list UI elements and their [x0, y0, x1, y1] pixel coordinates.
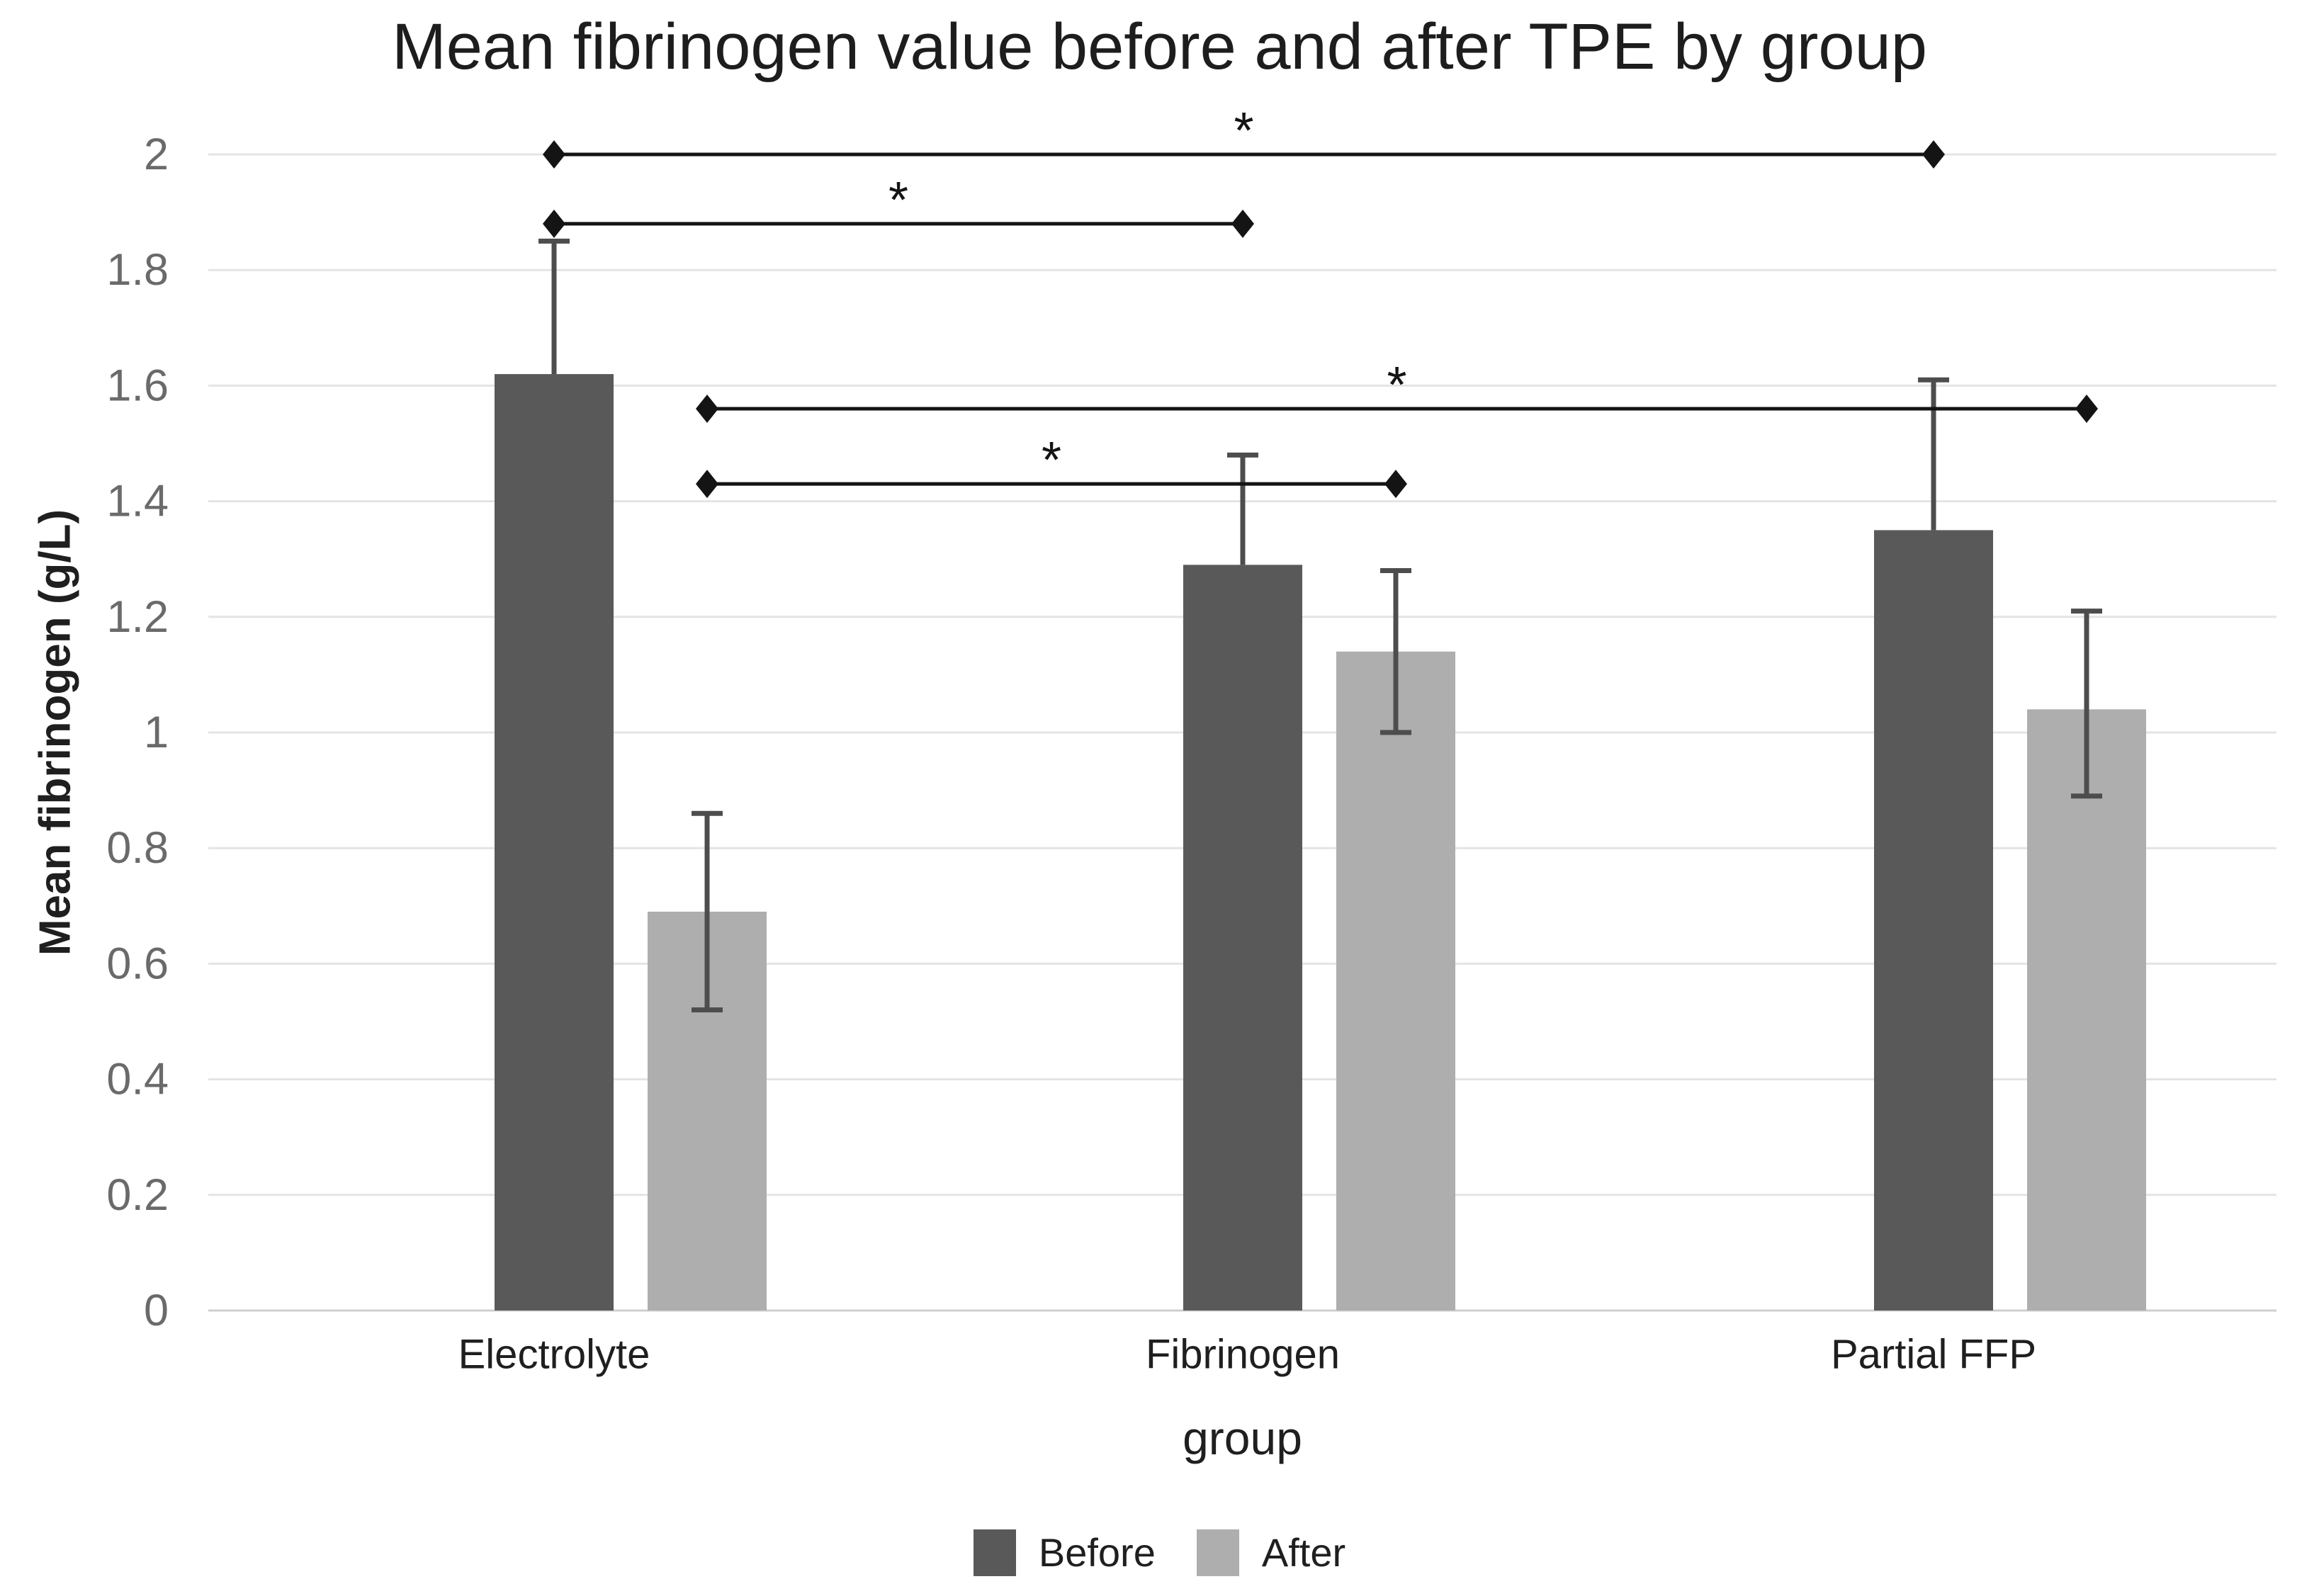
- y-tick-label: 1: [144, 708, 169, 757]
- y-tick-label: 1.6: [106, 361, 169, 410]
- x-category-label: Electrolyte: [458, 1332, 650, 1378]
- legend-swatch-after: [1196, 1529, 1239, 1576]
- significance-diamond: [1922, 140, 1945, 169]
- x-axis-title: group: [1183, 1412, 1302, 1464]
- significance-diamond: [543, 209, 565, 238]
- x-category-label: Fibrinogen: [1146, 1332, 1340, 1378]
- significance-diamond: [543, 140, 565, 169]
- significance-diamond: [696, 470, 718, 499]
- y-tick-label: 0.4: [106, 1055, 169, 1104]
- y-tick-label: 1.4: [106, 477, 169, 526]
- significance-diamond: [696, 395, 718, 424]
- bar-after-partial-ffp: [2027, 709, 2146, 1311]
- legend-item-after: After: [1196, 1529, 1346, 1576]
- significance-diamond: [1231, 209, 1254, 238]
- bar-after-fibrinogen: [1336, 651, 1455, 1311]
- legend-label: Before: [1038, 1530, 1156, 1575]
- significance-asterisk: *: [888, 172, 908, 229]
- y-tick-label: 1.8: [106, 245, 169, 295]
- y-tick-label: 2: [144, 130, 169, 179]
- bar-before-partial-ffp: [1874, 530, 1993, 1311]
- legend: Before After: [0, 1523, 2319, 1583]
- y-tick-label: 0.2: [106, 1170, 169, 1220]
- chart-title: Mean fibrinogen value before and after T…: [392, 11, 1927, 83]
- significance-diamond: [1384, 470, 1407, 499]
- y-tick-label: 0.8: [106, 823, 169, 873]
- y-tick-label: 0.6: [106, 939, 169, 988]
- y-tick-label: 1.2: [106, 592, 169, 642]
- bar-before-fibrinogen: [1183, 565, 1302, 1311]
- legend-label: After: [1261, 1530, 1346, 1575]
- significance-asterisk: *: [1234, 103, 1253, 159]
- y-tick-label: 0: [144, 1286, 169, 1335]
- legend-swatch-before: [973, 1529, 1016, 1576]
- bar-before-electrolyte: [495, 374, 614, 1311]
- legend-item-before: Before: [973, 1529, 1156, 1576]
- significance-asterisk: *: [1387, 357, 1406, 414]
- significance-diamond: [2075, 395, 2098, 424]
- significance-asterisk: *: [1042, 432, 1061, 489]
- x-category-label: Partial FFP: [1831, 1332, 2036, 1378]
